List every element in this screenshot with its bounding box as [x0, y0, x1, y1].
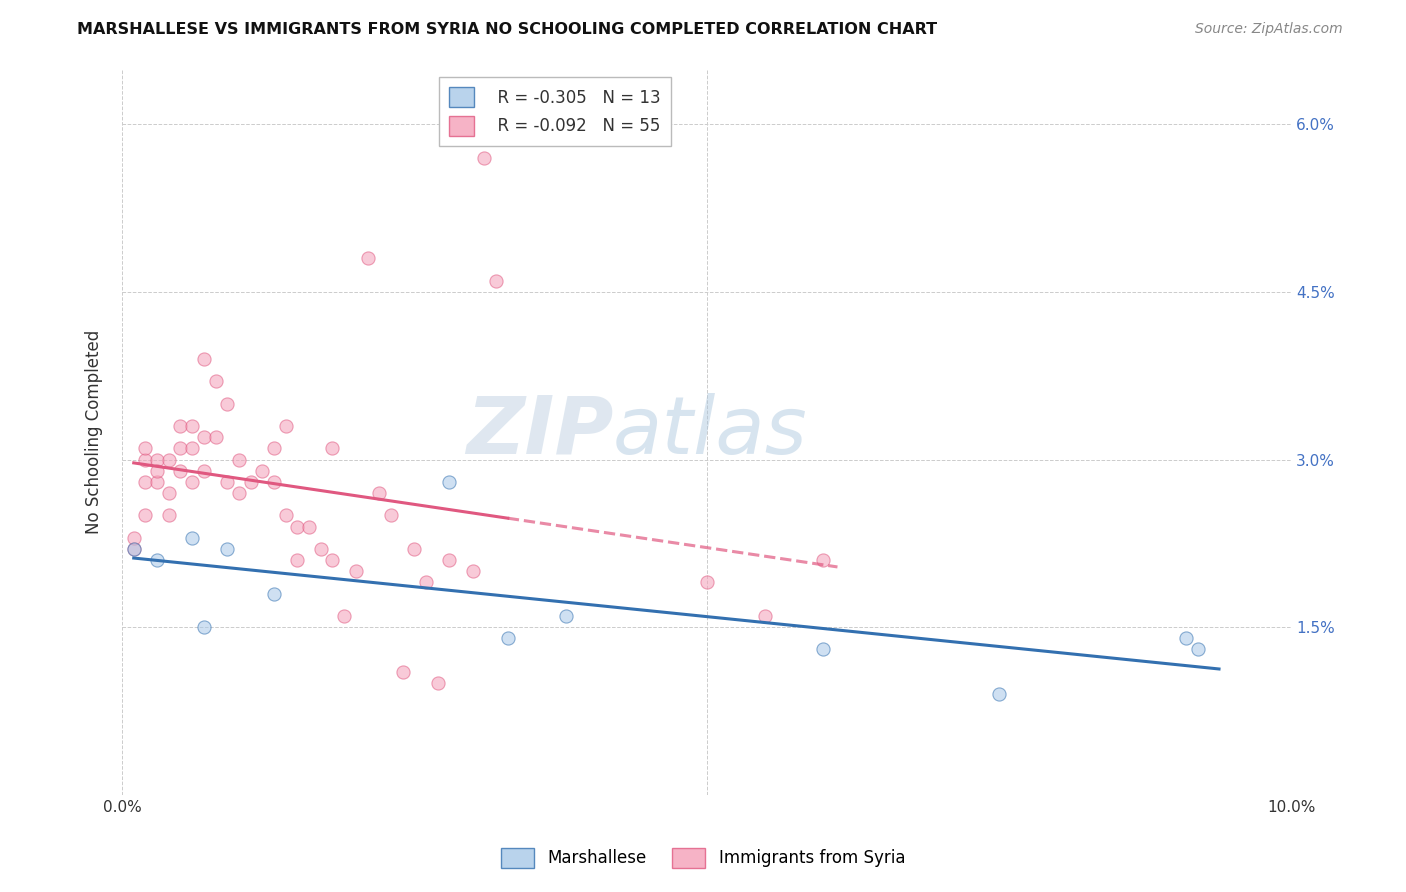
Point	[461, 564, 484, 578]
Point	[146, 464, 169, 478]
Point	[204, 430, 226, 444]
Point	[146, 553, 169, 567]
Point	[298, 519, 321, 533]
Point	[169, 442, 191, 456]
Point	[181, 475, 204, 489]
Point	[157, 452, 180, 467]
Legend:   R = -0.305   N = 13,   R = -0.092   N = 55: R = -0.305 N = 13, R = -0.092 N = 55	[439, 77, 671, 146]
Point	[426, 676, 449, 690]
Point	[1187, 642, 1209, 657]
Point	[134, 508, 156, 523]
Point	[181, 419, 204, 434]
Text: MARSHALLESE VS IMMIGRANTS FROM SYRIA NO SCHOOLING COMPLETED CORRELATION CHART: MARSHALLESE VS IMMIGRANTS FROM SYRIA NO …	[77, 22, 938, 37]
Point	[193, 351, 215, 366]
Text: Source: ZipAtlas.com: Source: ZipAtlas.com	[1195, 22, 1343, 37]
Point	[146, 452, 169, 467]
Point	[356, 252, 378, 266]
Point	[157, 508, 180, 523]
Point	[555, 609, 578, 624]
Point	[287, 553, 309, 567]
Point	[134, 442, 156, 456]
Point	[217, 397, 239, 411]
Point	[181, 531, 204, 545]
Y-axis label: No Schooling Completed: No Schooling Completed	[86, 329, 103, 533]
Point	[169, 419, 191, 434]
Text: ZIP: ZIP	[465, 392, 613, 471]
Point	[415, 575, 437, 590]
Point	[485, 274, 508, 288]
Point	[263, 586, 285, 600]
Point	[252, 464, 274, 478]
Point	[274, 419, 297, 434]
Point	[333, 609, 356, 624]
Point	[1174, 632, 1197, 646]
Point	[157, 486, 180, 500]
Point	[169, 464, 191, 478]
Point	[274, 508, 297, 523]
Point	[391, 665, 413, 679]
Point	[696, 575, 718, 590]
Point	[193, 620, 215, 634]
Legend: Marshallese, Immigrants from Syria: Marshallese, Immigrants from Syria	[495, 841, 911, 875]
Point	[380, 508, 402, 523]
Point	[987, 687, 1010, 701]
Point	[263, 442, 285, 456]
Point	[122, 541, 145, 556]
Point	[228, 452, 250, 467]
Point	[287, 519, 309, 533]
Text: atlas: atlas	[613, 392, 808, 471]
Point	[368, 486, 391, 500]
Point	[309, 541, 332, 556]
Point	[439, 475, 461, 489]
Point	[496, 632, 519, 646]
Point	[122, 531, 145, 545]
Point	[263, 475, 285, 489]
Point	[474, 151, 496, 165]
Point	[134, 452, 156, 467]
Point	[217, 475, 239, 489]
Point	[181, 442, 204, 456]
Point	[228, 486, 250, 500]
Point	[122, 541, 145, 556]
Point	[217, 541, 239, 556]
Point	[193, 464, 215, 478]
Point	[134, 475, 156, 489]
Point	[813, 553, 835, 567]
Point	[204, 375, 226, 389]
Point	[193, 430, 215, 444]
Point	[146, 475, 169, 489]
Point	[239, 475, 262, 489]
Point	[344, 564, 367, 578]
Point	[321, 553, 343, 567]
Point	[321, 442, 343, 456]
Point	[439, 553, 461, 567]
Point	[813, 642, 835, 657]
Point	[404, 541, 426, 556]
Point	[754, 609, 776, 624]
